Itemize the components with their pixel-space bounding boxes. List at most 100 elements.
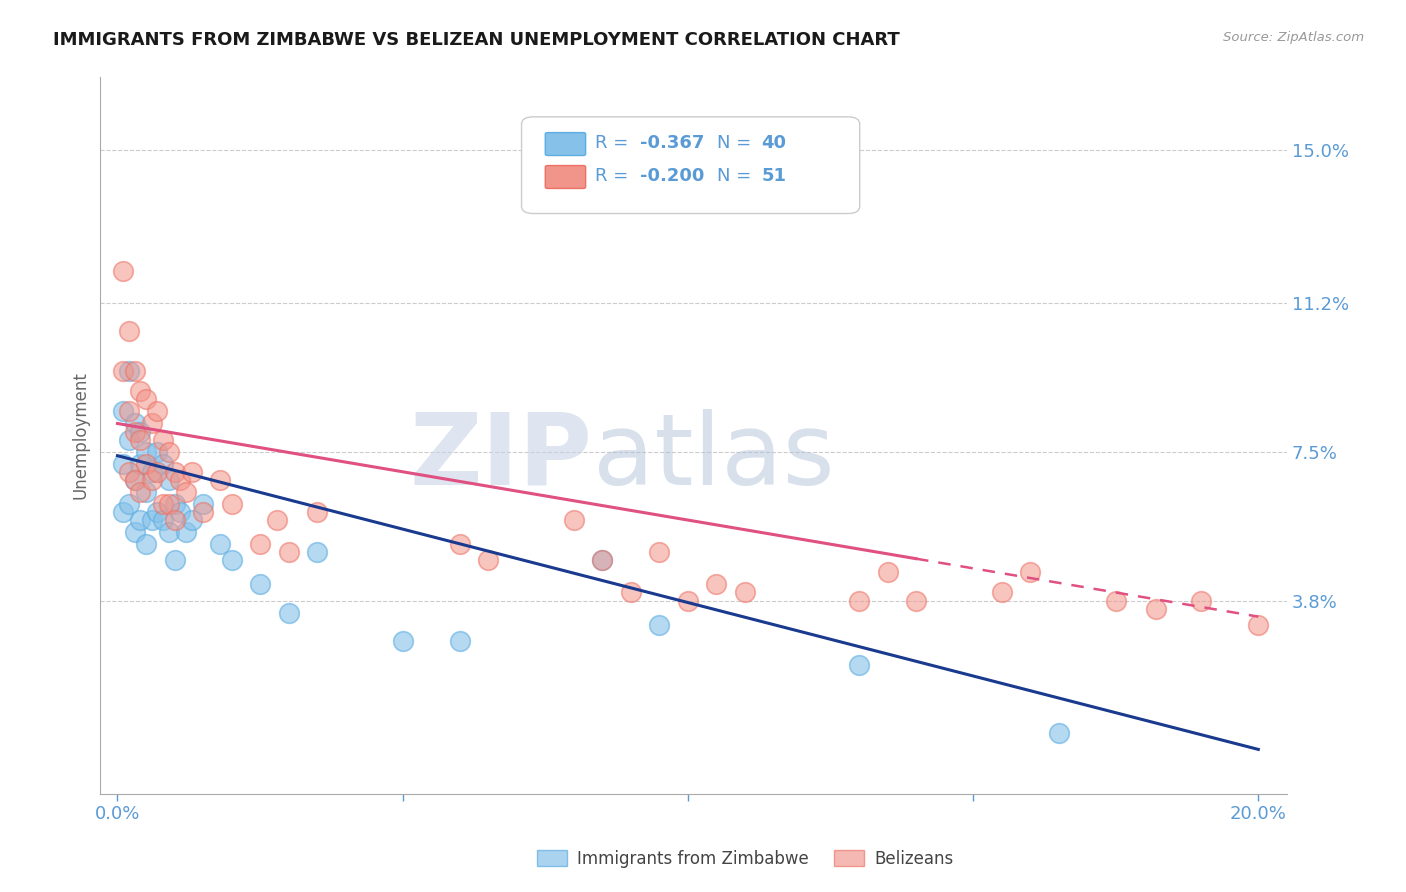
Point: [191, 497, 214, 511]
Point: [1019, 566, 1042, 580]
Point: [562, 513, 585, 527]
Point: [112, 404, 135, 418]
Point: [135, 444, 157, 458]
Point: [209, 537, 232, 551]
Point: [591, 553, 613, 567]
Text: R =: R =: [595, 134, 628, 152]
Legend: Immigrants from Zimbabwe, Belizeans: Immigrants from Zimbabwe, Belizeans: [530, 844, 960, 875]
Point: [848, 593, 870, 607]
Point: [146, 404, 169, 418]
Point: [477, 553, 499, 567]
Point: [174, 525, 197, 540]
Point: [905, 593, 928, 607]
Text: R =: R =: [595, 167, 628, 185]
Point: [221, 553, 243, 567]
Point: [146, 465, 169, 479]
Point: [118, 465, 141, 479]
Point: [124, 525, 146, 540]
Text: ZIP: ZIP: [411, 409, 593, 506]
Point: [1247, 617, 1270, 632]
Point: [124, 364, 146, 378]
Text: 51: 51: [761, 167, 786, 185]
Point: [129, 433, 152, 447]
Text: IMMIGRANTS FROM ZIMBABWE VS BELIZEAN UNEMPLOYMENT CORRELATION CHART: IMMIGRANTS FROM ZIMBABWE VS BELIZEAN UNE…: [53, 31, 900, 49]
Point: [112, 263, 135, 277]
Point: [141, 513, 163, 527]
Point: [157, 525, 180, 540]
Point: [157, 497, 180, 511]
Point: [124, 417, 146, 431]
Point: [152, 497, 174, 511]
Point: [1144, 601, 1167, 615]
Text: N =: N =: [717, 167, 752, 185]
Point: [129, 457, 152, 471]
Text: N =: N =: [717, 134, 752, 152]
Point: [1189, 593, 1212, 607]
Point: [266, 513, 288, 527]
Point: [249, 537, 271, 551]
Point: [118, 497, 141, 511]
Point: [163, 513, 186, 527]
Point: [180, 513, 202, 527]
Point: [141, 465, 163, 479]
FancyBboxPatch shape: [522, 117, 859, 213]
FancyBboxPatch shape: [546, 166, 586, 188]
Point: [112, 505, 135, 519]
Point: [734, 585, 756, 599]
Point: [152, 513, 174, 527]
Point: [124, 473, 146, 487]
Point: [112, 364, 135, 378]
Point: [169, 473, 191, 487]
FancyBboxPatch shape: [546, 133, 586, 155]
Text: -0.200: -0.200: [640, 167, 704, 185]
Y-axis label: Unemployment: Unemployment: [72, 372, 89, 500]
Point: [118, 404, 141, 418]
Point: [191, 505, 214, 519]
Point: [449, 633, 471, 648]
Point: [180, 465, 202, 479]
Point: [648, 545, 671, 559]
Point: [163, 497, 186, 511]
Point: [152, 457, 174, 471]
Point: [135, 457, 157, 471]
Point: [118, 324, 141, 338]
Point: [124, 473, 146, 487]
Point: [591, 553, 613, 567]
Point: [112, 457, 135, 471]
Point: [221, 497, 243, 511]
Point: [141, 473, 163, 487]
Point: [146, 505, 169, 519]
Point: [163, 465, 186, 479]
Point: [990, 585, 1012, 599]
Text: atlas: atlas: [593, 409, 834, 506]
Text: Source: ZipAtlas.com: Source: ZipAtlas.com: [1223, 31, 1364, 45]
Point: [1105, 593, 1128, 607]
Point: [706, 577, 728, 591]
Point: [129, 425, 152, 439]
Point: [135, 537, 157, 551]
Point: [157, 473, 180, 487]
Point: [152, 433, 174, 447]
Point: [129, 484, 152, 499]
Point: [449, 537, 471, 551]
Point: [135, 484, 157, 499]
Point: [169, 505, 191, 519]
Point: [157, 444, 180, 458]
Point: [307, 505, 329, 519]
Text: -0.367: -0.367: [640, 134, 704, 152]
Point: [174, 484, 197, 499]
Point: [209, 473, 232, 487]
Point: [391, 633, 413, 648]
Point: [648, 617, 671, 632]
Point: [277, 545, 299, 559]
Point: [118, 364, 141, 378]
Point: [118, 433, 141, 447]
Point: [249, 577, 271, 591]
Point: [277, 606, 299, 620]
Point: [876, 566, 898, 580]
Point: [124, 425, 146, 439]
Point: [141, 417, 163, 431]
Point: [163, 553, 186, 567]
Text: 40: 40: [761, 134, 786, 152]
Point: [307, 545, 329, 559]
